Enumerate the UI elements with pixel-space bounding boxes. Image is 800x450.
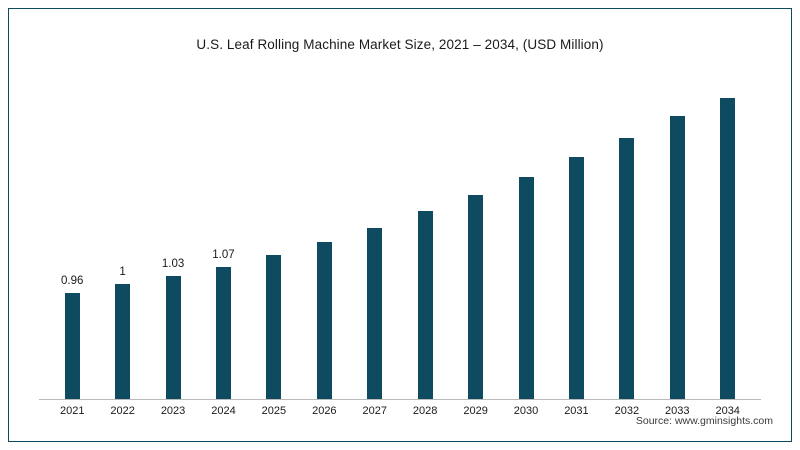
bar-column [350,79,400,399]
x-axis-tick-labels: 2021 2022 2023 2024 2025 2026 2027 2028 … [39,405,761,417]
source-attribution: Source: www.gminsights.com [635,415,773,427]
bar-column [652,79,702,399]
x-tick-label: 2027 [362,405,387,417]
bar [64,292,80,399]
bar-column: 0.96 [47,79,97,399]
bar [619,137,635,399]
x-tick-label: 2033 [665,405,690,417]
bar [165,275,181,399]
x-tick-label: 2032 [614,405,640,417]
bar [568,157,584,399]
bar [266,255,282,399]
bar [468,194,484,399]
bar-value-label: 1 [119,265,126,278]
bar-column [450,79,500,399]
x-tick-label: 2023 [160,405,186,417]
plot-area: 0.96 1 1.03 1.07 [39,79,761,399]
x-axis-line [39,399,761,400]
bar [669,116,685,399]
x-tick-label: 2030 [513,405,539,417]
bar [720,97,736,399]
bar [316,242,332,399]
bar [518,176,534,399]
bar [417,211,433,399]
x-tick-label: 2026 [312,405,337,417]
bar-column: 1.03 [148,79,198,399]
bar-column [551,79,601,399]
chart-frame: U.S. Leaf Rolling Machine Market Size, 2… [8,8,792,442]
bar-value-label: 0.96 [61,274,84,287]
x-tick-label: 2029 [463,405,488,417]
x-tick-label: 2028 [412,405,438,417]
chart-title: U.S. Leaf Rolling Machine Market Size, 2… [196,37,604,52]
bar-column: 1 [97,79,147,399]
bar [115,283,131,399]
x-tick-label: 2031 [564,405,589,417]
bar-column [501,79,551,399]
bar-value-label: 1.03 [161,257,185,270]
bar [215,266,231,399]
bar-column [400,79,450,399]
bar-column [249,79,299,399]
x-tick-label: 2022 [110,405,135,417]
x-tick-label: 2034 [715,405,740,417]
bar-value-label: 1.07 [212,248,235,261]
bar-series: 0.96 1 1.03 1.07 [39,79,761,399]
bar-column: 1.07 [198,79,248,399]
bar-column [602,79,652,399]
x-tick-label: 2025 [261,405,287,417]
bar-column [299,79,349,399]
x-tick-label: 2024 [211,405,236,417]
bar-column [702,79,752,399]
bar [367,227,383,399]
x-tick-label: 2021 [59,405,85,417]
